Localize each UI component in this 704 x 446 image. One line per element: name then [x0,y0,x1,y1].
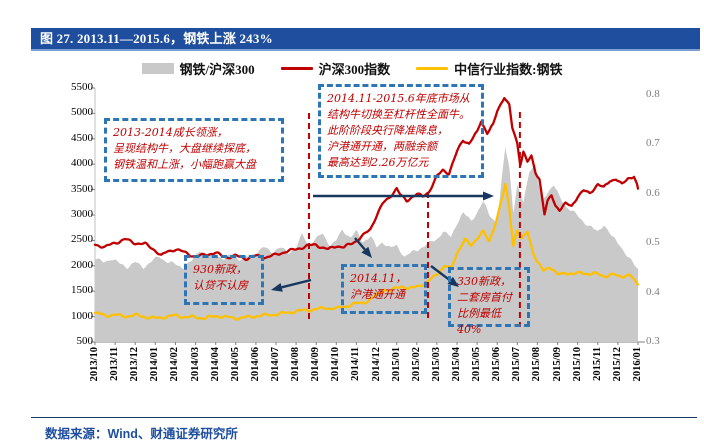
annotation-text-line: 330新政， [457,275,511,288]
annotation-text-line: 结构牛切换至杠杆性全面牛。 [327,108,470,121]
annotation-text-line: 2014.11-2015.6年底市场从 [327,92,470,105]
annotation-box: 2014.11-2015.6年底市场从 结构牛切换至杠杆性全面牛。 此阶阶段央行降准… [318,84,484,178]
legend-item: 中信行业指数:钢铁 [416,59,562,78]
x-axis-tick-label: 2014/08 [290,347,301,382]
legend-item: 沪深300指数 [280,59,391,78]
annotation-arrow-shaft [354,237,366,251]
x-axis-tick-label: 2013/10 [89,347,100,382]
annotation-text-line: 二套房首付 [457,291,512,304]
x-axis-tick-label: 2014/12 [371,347,382,382]
annotation-text-line: 钢铁温和上涨，小幅跑赢大盘 [113,158,256,171]
annotation-arrow-head [483,191,494,201]
x-axis-tick-label: 2013/11 [109,347,120,381]
right-axis-tick-label: 0.7 [646,137,660,149]
x-axis-tick-label: 2015/01 [391,347,402,382]
x-axis-tick-label: 2015/08 [531,347,542,382]
series-line-hs300 [93,96,640,262]
x-axis-tick-label: 2015/11 [592,347,603,381]
annotation-text-line: 最高达到2.26万亿元 [327,156,429,169]
annotation-text-line: 比例最低40% [457,307,501,336]
annotation-text-line: 认贷不认房 [193,279,248,292]
legend-line-swatch [280,66,313,70]
x-axis-tick-label: 2015/04 [451,347,462,382]
annotation-text-line: 2014.11， [350,272,407,285]
left-axis-tick-label: 1500 [71,284,93,296]
right-axis-tick-label: 0.4 [646,286,660,298]
x-axis-tick-label: 2015/10 [572,347,583,382]
legend-label: 钢铁/沪深300 [179,61,255,77]
annotation-text-line: 呈现结构牛，大盘继续探底， [113,142,256,155]
footer-divider [31,417,697,418]
annotation-arrow-head [271,283,283,292]
left-axis-tick-label: 2500 [71,233,93,245]
x-axis-tick-label: 2014/02 [169,347,180,382]
data-source-text: 数据来源：Wind、财通证券研究所 [45,427,238,441]
legend-item: 钢铁/沪深300 [141,59,255,78]
x-axis-tick-label: 2015/07 [511,347,522,382]
x-axis-tick-label: 2014/10 [330,347,341,382]
x-axis-tick-label: 2015/12 [612,347,623,382]
figure-title-bar: 图 27. 2013.11—2015.6，钢铁上涨 243% [31,28,700,51]
x-axis-tick-label: 2014/09 [310,347,321,382]
right-axis-tick-label: 0.3 [646,335,660,347]
left-axis-tick-label: 5000 [71,106,93,118]
legend-line-swatch [416,66,449,70]
annotation-arrow-shaft [430,265,451,282]
legend-label: 沪深300指数 [318,61,391,77]
annotation-box: 330新政， 二套房首付比例最低40% [448,267,530,336]
left-axis-tick-label: 1000 [71,310,93,322]
x-axis-tick-label: 2014/05 [230,347,241,382]
x-axis-tick-label: 2015/03 [431,347,442,382]
left-axis-tick-label: 4000 [71,157,93,169]
x-axis-tick-label: 2014/03 [190,347,201,382]
x-axis-tick-label: 2016/01 [632,347,643,382]
right-axis-tick-label: 0.6 [646,187,660,199]
left-axis-tick-label: 3500 [71,183,93,195]
left-axis-tick-label: 3000 [71,208,93,220]
x-axis-tick-label: 2013/12 [129,347,140,382]
x-axis-tick-label: 2014/06 [250,347,261,382]
annotation-text-line: 沪港通开通，两融余额 [327,140,437,153]
left-axis-tick-label: 500 [76,335,94,347]
x-axis-tick-label: 2014/04 [210,347,221,382]
annotation-text-line: 2013-2014成长领涨， [113,126,228,139]
annotation-text-line: 930新政， [193,263,247,276]
left-axis-tick-label: 4500 [71,132,93,144]
x-axis-tick-label: 2014/01 [149,347,160,382]
x-axis-tick-label: 2015/06 [491,347,502,382]
right-axis-tick-label: 0.5 [646,236,660,248]
left-axis-tick-label: 5500 [71,81,93,93]
chart-legend: 钢铁/沪深300 沪深300指数 中信行业指数:钢铁 [0,59,704,77]
left-axis-tick-label: 2000 [71,259,93,271]
annotation-text-line: 此阶阶段央行降准降息， [327,124,448,137]
annotation-arrow-shaft [281,278,312,289]
annotation-box: 2014.11， 沪港通开通 [341,264,427,314]
figure-title: 图 27. 2013.11—2015.6，钢铁上涨 243% [40,31,273,46]
annotation-text-line: 沪港通开通 [350,288,405,301]
annotation-box: 930新政， 认贷不认房 [184,255,264,305]
x-axis-tick-label: 2015/02 [411,347,422,382]
right-axis-tick-label: 0.8 [646,88,660,100]
x-axis-tick-label: 2014/07 [270,347,281,382]
legend-area-swatch [141,62,174,74]
annotation-box: 2013-2014成长领涨， 呈现结构牛，大盘继续探底， 钢铁温和上涨，小幅跑赢大盘 [104,118,284,182]
annotation-arrow-head [361,246,372,258]
x-axis-tick-label: 2014/11 [350,347,361,381]
legend-label: 中信行业指数:钢铁 [454,61,563,77]
series-line-steel-index [93,182,640,321]
x-axis-tick-label: 2015/09 [552,347,563,382]
x-axis-tick-label: 2015/05 [471,347,482,382]
